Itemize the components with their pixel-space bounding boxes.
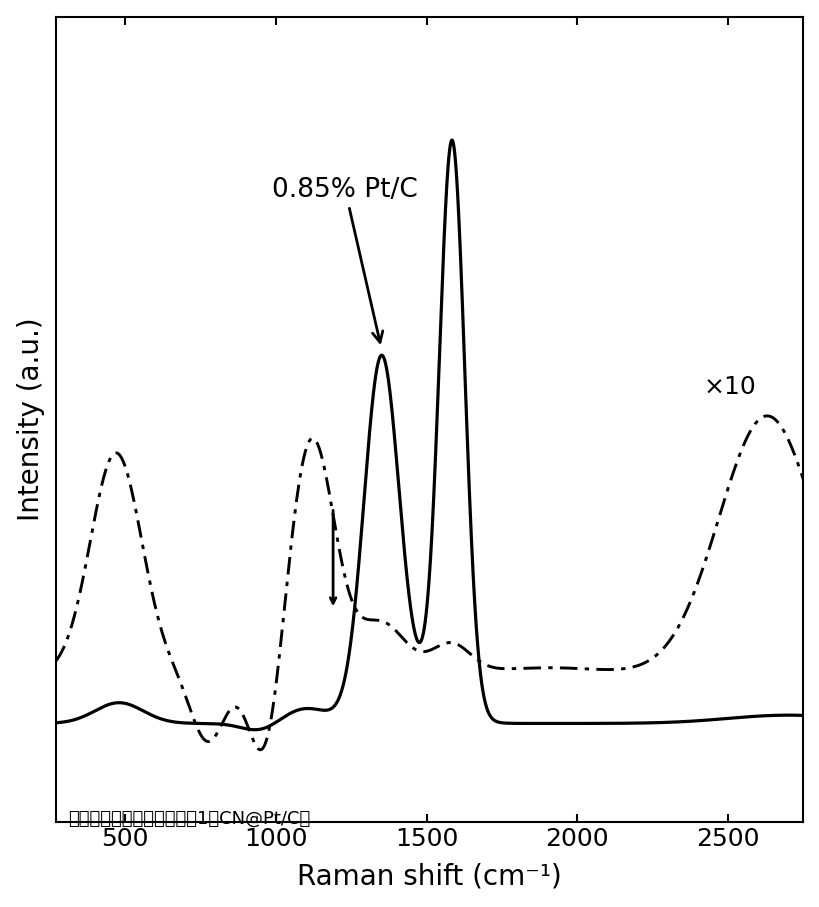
Text: 氮混杂碳包覆的铂碳催化剭1（CN@Pt/C）: 氮混杂碳包覆的铂碳催化剭1（CN@Pt/C） xyxy=(68,809,310,827)
X-axis label: Raman shift (cm⁻¹): Raman shift (cm⁻¹) xyxy=(296,863,561,891)
Text: 0.85% Pt/C: 0.85% Pt/C xyxy=(272,177,418,342)
Text: ×10: ×10 xyxy=(703,375,756,399)
Y-axis label: Intensity (a.u.): Intensity (a.u.) xyxy=(16,317,44,522)
